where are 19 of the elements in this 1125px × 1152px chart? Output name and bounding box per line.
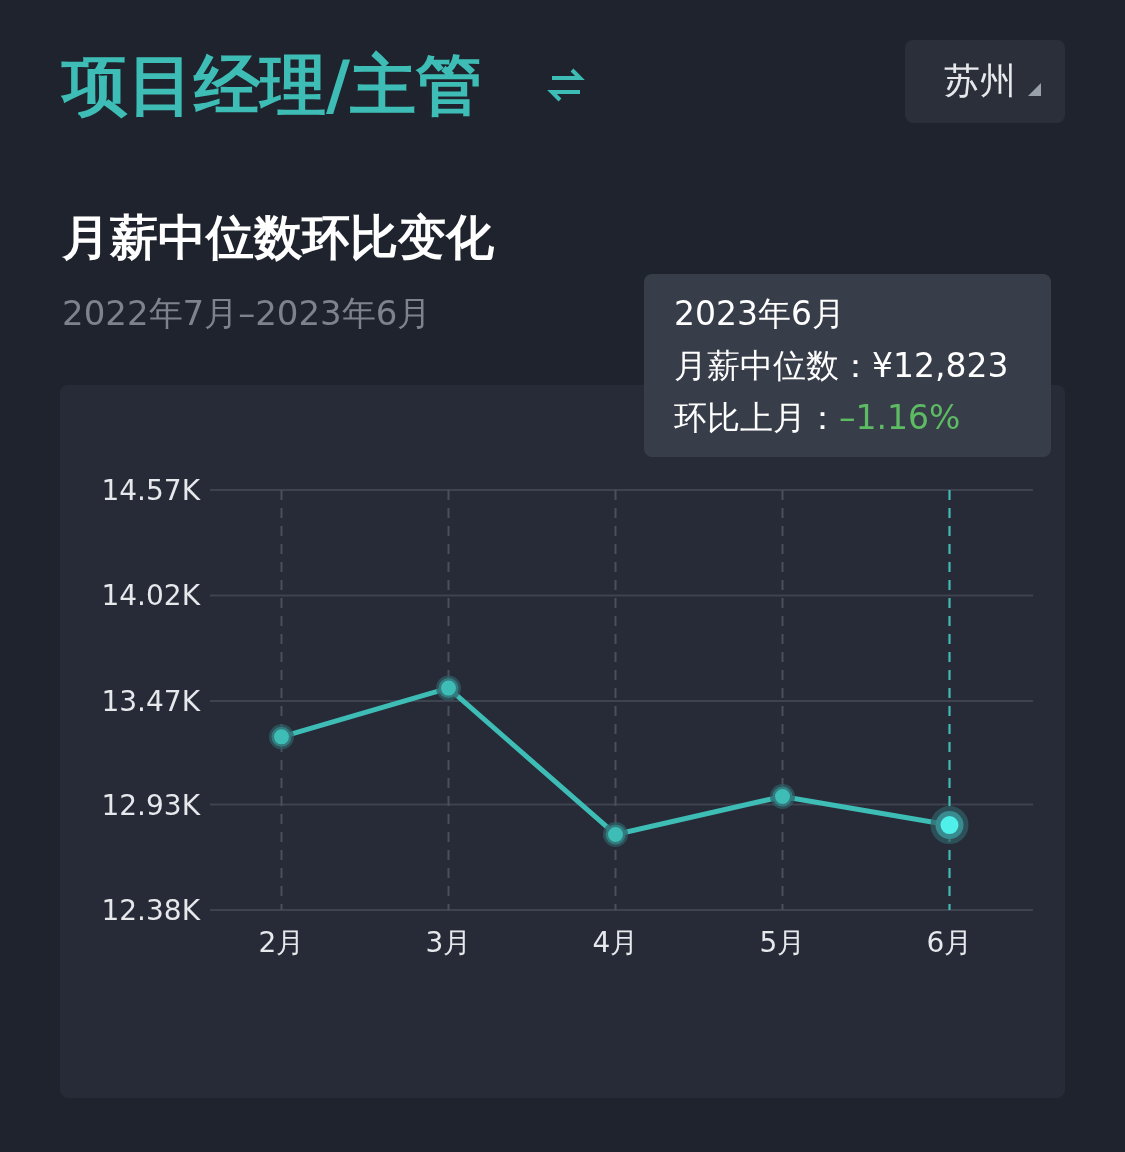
chart-title: 项目经理/主管 xyxy=(60,47,483,124)
x-tick-label: 3月 xyxy=(425,926,472,959)
y-tick-label: 13.47K xyxy=(101,684,201,718)
x-tick-label: 5月 xyxy=(759,926,806,959)
point xyxy=(603,821,628,847)
text: 2022年7月–2023年6月 xyxy=(62,293,432,333)
point xyxy=(269,724,294,750)
point xyxy=(436,675,461,701)
x-tick-label: 2月 xyxy=(258,926,305,959)
y-tick-label: 12.93K xyxy=(101,788,201,822)
dropdown: 苏州 xyxy=(905,40,1065,123)
x-tick-label: 4月 xyxy=(592,926,639,959)
point xyxy=(770,783,795,809)
chart-subtitle: 月薪中位数环比变化 xyxy=(61,209,495,265)
y-tick-label: 14.02K xyxy=(101,579,201,613)
y-tick-label: 14.57K xyxy=(101,474,201,507)
y-tick-label: 12.38K xyxy=(101,894,201,927)
x-tick-label: 6月 xyxy=(926,926,973,959)
tooltip: 2023年6月 月薪中位数：¥12,823 环比上月：–1.16% xyxy=(644,274,1051,457)
